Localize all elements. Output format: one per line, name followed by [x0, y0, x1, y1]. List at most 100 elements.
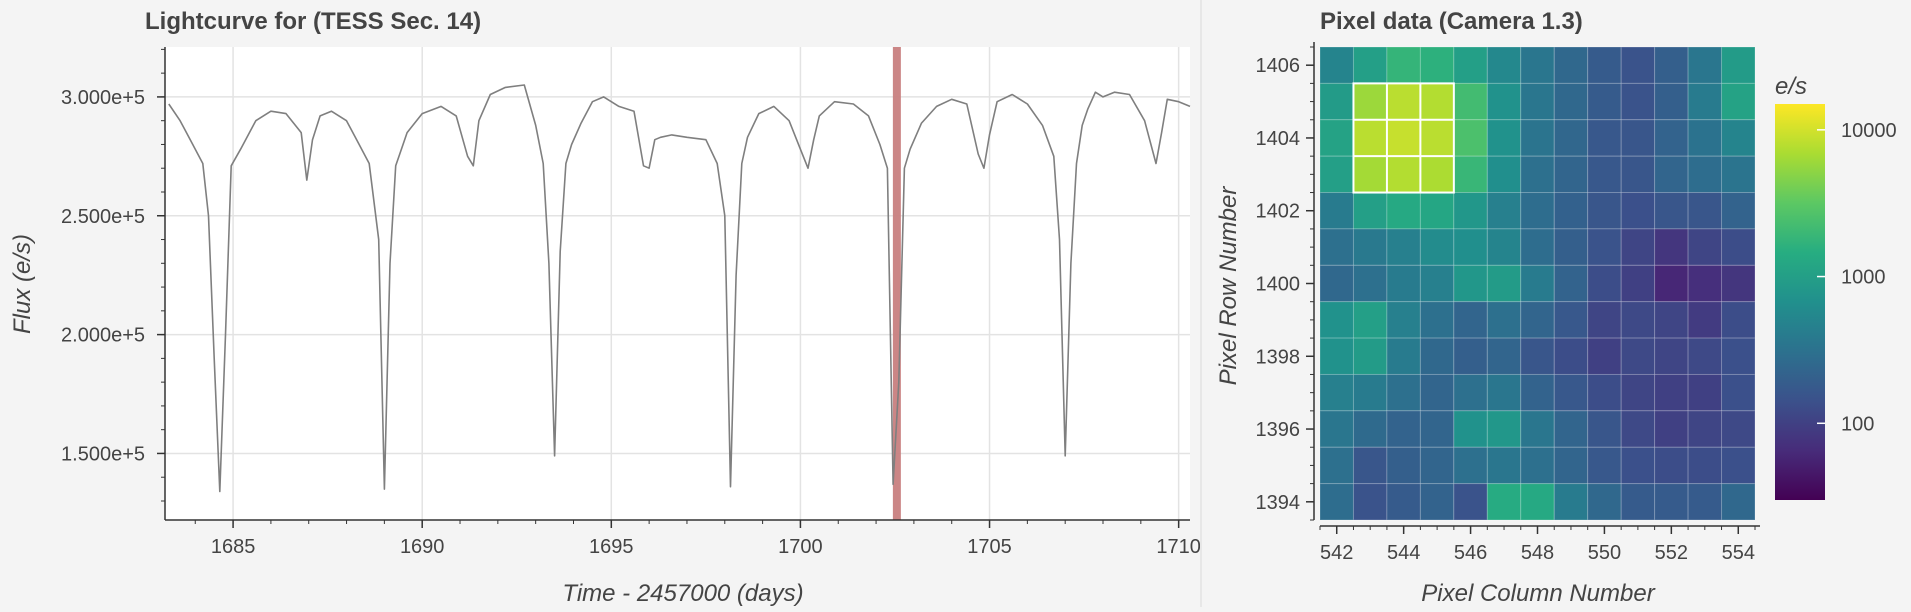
pixel-cell[interactable] — [1721, 264, 1756, 303]
pixel-cell[interactable] — [1419, 46, 1455, 84]
pixel-cell[interactable] — [1386, 373, 1421, 412]
pixel-cell[interactable] — [1654, 264, 1689, 303]
pixel-cell[interactable] — [1587, 483, 1622, 521]
pixel-cell[interactable] — [1520, 264, 1555, 303]
pixel-cell[interactable] — [1419, 264, 1455, 303]
pixel-cell[interactable] — [1453, 82, 1488, 121]
pixel-cell[interactable] — [1486, 82, 1522, 121]
pixel-cell[interactable] — [1453, 410, 1488, 448]
pixel-cell[interactable] — [1453, 301, 1488, 339]
pixel-cell[interactable] — [1553, 192, 1589, 230]
pixel-cell[interactable] — [1620, 410, 1656, 448]
pixel-cell[interactable] — [1319, 301, 1354, 339]
pixel-cell[interactable] — [1486, 410, 1522, 448]
pixel-cell[interactable] — [1553, 264, 1589, 303]
pixel-cell[interactable] — [1620, 119, 1656, 157]
pixel-cell[interactable] — [1721, 410, 1756, 448]
pixel-cell[interactable] — [1553, 46, 1589, 84]
pixel-cell[interactable] — [1520, 301, 1555, 339]
pixel-cell[interactable] — [1587, 373, 1622, 412]
pixel-cell[interactable] — [1319, 446, 1354, 485]
pixel-cell[interactable] — [1352, 192, 1388, 230]
pixel-cell[interactable] — [1319, 337, 1354, 375]
pixel-cell[interactable] — [1386, 119, 1421, 157]
pixel-cell[interactable] — [1687, 301, 1723, 339]
pixel-cell[interactable] — [1319, 82, 1354, 121]
pixel-cell[interactable] — [1687, 337, 1723, 375]
pixel-cell[interactable] — [1319, 119, 1354, 157]
pixel-cell[interactable] — [1620, 301, 1656, 339]
pixel-cell[interactable] — [1687, 483, 1723, 521]
pixel-cell[interactable] — [1553, 82, 1589, 121]
pixel-cell[interactable] — [1419, 301, 1455, 339]
pixel-cell[interactable] — [1520, 410, 1555, 448]
pixel-cell[interactable] — [1687, 228, 1723, 266]
pixel-cell[interactable] — [1419, 82, 1455, 121]
pixel-cell[interactable] — [1453, 228, 1488, 266]
pixel-cell[interactable] — [1486, 264, 1522, 303]
pixel-cell[interactable] — [1319, 46, 1354, 84]
pixel-cell[interactable] — [1486, 301, 1522, 339]
pixel-cell[interactable] — [1486, 373, 1522, 412]
pixel-cell[interactable] — [1352, 301, 1388, 339]
panel-divider[interactable] — [1200, 0, 1202, 607]
pixel-cell[interactable] — [1687, 264, 1723, 303]
pixel-cell[interactable] — [1654, 410, 1689, 448]
pixel-cell[interactable] — [1319, 264, 1354, 303]
pixel-cell[interactable] — [1620, 155, 1656, 194]
pixel-cell[interactable] — [1654, 373, 1689, 412]
pixel-cell[interactable] — [1654, 337, 1689, 375]
pixel-cell[interactable] — [1453, 446, 1488, 485]
pixel-cell[interactable] — [1386, 264, 1421, 303]
pixel-cell[interactable] — [1654, 119, 1689, 157]
pixel-cell[interactable] — [1620, 46, 1656, 84]
pixel-cell[interactable] — [1520, 192, 1555, 230]
pixel-cell[interactable] — [1352, 337, 1388, 375]
pixel-cell[interactable] — [1486, 446, 1522, 485]
pixel-cell[interactable] — [1620, 264, 1656, 303]
pixel-cell[interactable] — [1486, 483, 1522, 521]
pixel-cell[interactable] — [1620, 337, 1656, 375]
pixel-cell[interactable] — [1687, 46, 1723, 84]
pixel-cell[interactable] — [1352, 46, 1388, 84]
pixel-cell[interactable] — [1721, 119, 1756, 157]
pixel-cell[interactable] — [1654, 155, 1689, 194]
pixel-cell[interactable] — [1620, 446, 1656, 485]
pixel-cell[interactable] — [1486, 155, 1522, 194]
current-time-marker[interactable] — [892, 47, 901, 520]
pixel-cell[interactable] — [1553, 483, 1589, 521]
pixel-cell[interactable] — [1587, 155, 1622, 194]
pixel-cell[interactable] — [1453, 337, 1488, 375]
pixel-cell[interactable] — [1553, 410, 1589, 448]
pixel-cell[interactable] — [1654, 82, 1689, 121]
pixel-cell[interactable] — [1419, 192, 1455, 230]
pixel-cell[interactable] — [1721, 301, 1756, 339]
pixel-cell[interactable] — [1419, 228, 1455, 266]
pixel-cell[interactable] — [1721, 192, 1756, 230]
pixel-cell[interactable] — [1553, 337, 1589, 375]
pixel-cell[interactable] — [1520, 119, 1555, 157]
pixel-cell[interactable] — [1486, 228, 1522, 266]
pixel-cell[interactable] — [1553, 301, 1589, 339]
pixel-cell[interactable] — [1419, 155, 1455, 194]
pixel-cell[interactable] — [1520, 446, 1555, 485]
lightcurve-chart[interactable]: 1685 1690 1695 1700 1705 1710 1.500e+5 2.000e+5… — [0, 0, 1201, 607]
pixel-cell[interactable] — [1654, 446, 1689, 485]
pixel-cell[interactable] — [1319, 228, 1354, 266]
pixel-cell[interactable] — [1687, 155, 1723, 194]
pixel-cell[interactable] — [1319, 155, 1354, 194]
pixel-cell[interactable] — [1687, 119, 1723, 157]
pixel-cell[interactable] — [1352, 483, 1388, 521]
pixel-cell[interactable] — [1553, 446, 1589, 485]
pixel-cell[interactable] — [1587, 46, 1622, 84]
pixel-cell[interactable] — [1520, 483, 1555, 521]
pixel-cell[interactable] — [1721, 155, 1756, 194]
pixel-cell[interactable] — [1386, 410, 1421, 448]
pixel-cell[interactable] — [1352, 446, 1388, 485]
pixel-cell[interactable] — [1486, 337, 1522, 375]
pixel-cell[interactable] — [1352, 82, 1388, 121]
pixel-cell[interactable] — [1587, 192, 1622, 230]
pixel-cell[interactable] — [1419, 373, 1455, 412]
pixel-cell[interactable] — [1352, 373, 1388, 412]
pixel-cell[interactable] — [1587, 119, 1622, 157]
